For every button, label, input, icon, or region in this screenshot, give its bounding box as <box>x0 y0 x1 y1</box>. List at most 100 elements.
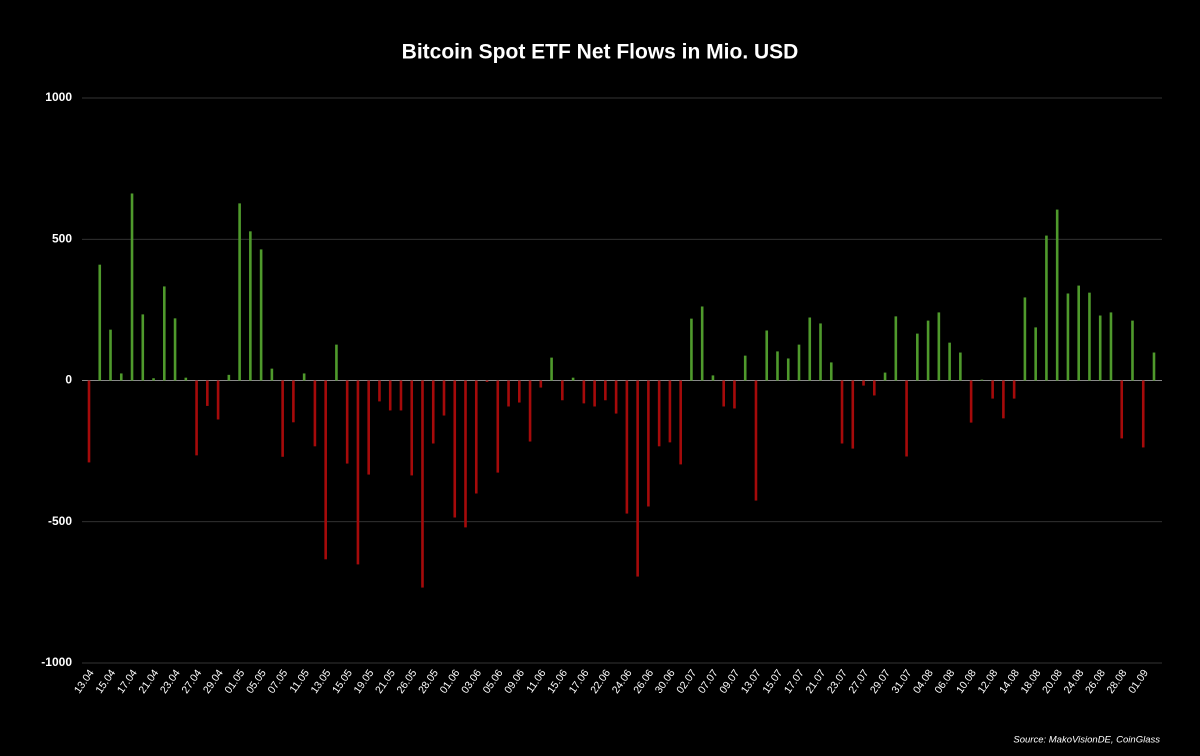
bar <box>1109 312 1113 381</box>
bar <box>313 380 317 447</box>
x-tick-label: 22.06 <box>588 667 613 696</box>
bar <box>270 368 274 381</box>
bar <box>1034 327 1037 381</box>
bar <box>1066 293 1070 381</box>
bar <box>421 380 424 588</box>
bar <box>464 380 467 528</box>
bar <box>819 323 822 381</box>
x-tick-label: 19.05 <box>352 667 377 696</box>
x-tick-label: 06.08 <box>932 667 957 696</box>
x-tick-label: 07.05 <box>265 667 290 696</box>
bar <box>431 380 435 444</box>
x-tick-label: 04.08 <box>911 667 936 696</box>
bar <box>388 380 392 411</box>
x-tick-label: 17.06 <box>567 667 592 696</box>
bar <box>442 380 446 416</box>
x-tick-label: 29.07 <box>868 667 893 696</box>
bar <box>668 380 672 443</box>
bar <box>1088 292 1091 381</box>
x-tick-label: 26.06 <box>631 667 656 696</box>
x-tick-label: 23.07 <box>825 667 850 696</box>
bar <box>1120 380 1124 439</box>
bar <box>1012 380 1016 399</box>
bar <box>410 380 414 476</box>
x-tick-label: 09.07 <box>717 667 742 696</box>
x-tick-label: 17.07 <box>782 667 807 696</box>
bar <box>356 380 360 565</box>
bar <box>453 380 457 518</box>
x-tick-label: 11.06 <box>524 667 549 695</box>
bar <box>1141 380 1145 448</box>
bar <box>195 380 198 456</box>
x-tick-label: 20.08 <box>1040 667 1065 696</box>
x-tick-label: 28.05 <box>416 667 441 696</box>
bar <box>840 380 844 444</box>
bar <box>969 380 973 423</box>
bar <box>152 378 155 381</box>
bar <box>829 362 833 381</box>
bar <box>367 380 370 475</box>
x-tick-label: 07.07 <box>696 667 721 696</box>
bar <box>206 380 209 406</box>
bar <box>528 380 532 442</box>
bar <box>926 320 930 381</box>
bar <box>905 380 908 457</box>
bar <box>1002 380 1005 419</box>
x-tick-label: 24.06 <box>610 667 635 696</box>
chart-title: Bitcoin Spot ETF Net Flows in Mio. USD <box>402 41 799 64</box>
bar <box>1045 235 1048 381</box>
x-tick-label: 24.08 <box>1062 667 1087 696</box>
x-tick-label: 13.07 <box>739 667 764 696</box>
bar <box>281 380 284 457</box>
bar <box>873 380 876 396</box>
x-tick-label: 13.04 <box>72 667 97 696</box>
x-tick-label: 15.07 <box>760 667 785 696</box>
bar <box>636 380 639 577</box>
x-tick-label: 15.04 <box>93 667 118 696</box>
x-tick-label: 21.04 <box>136 667 161 696</box>
bar <box>238 203 241 381</box>
source: Source: MakoVisionDE, CoinGlass <box>1013 735 1160 746</box>
bar <box>776 351 779 381</box>
bar <box>87 380 91 463</box>
bar <box>582 380 586 404</box>
x-tick-label: 14.08 <box>997 667 1022 696</box>
x-tick-label: 17.04 <box>115 667 140 696</box>
bar <box>345 380 349 464</box>
bar <box>808 317 812 381</box>
bar <box>797 344 801 381</box>
bar <box>1152 352 1156 381</box>
bar <box>550 357 553 381</box>
bar <box>733 380 736 409</box>
bar <box>98 264 102 381</box>
bar <box>518 380 521 403</box>
bar <box>173 318 177 381</box>
bar <box>862 380 865 386</box>
bar <box>700 306 704 381</box>
bar <box>625 380 629 514</box>
bar <box>292 380 295 423</box>
bar <box>249 231 252 381</box>
bar <box>474 380 478 494</box>
bar <box>324 380 327 560</box>
bar <box>227 374 231 381</box>
bar <box>894 316 898 381</box>
bar <box>561 380 564 401</box>
x-tick-label: 21.05 <box>373 667 398 696</box>
bar <box>259 249 263 381</box>
y-tick-label: 1000 <box>45 90 72 104</box>
bar <box>1055 209 1059 381</box>
bar <box>302 373 306 381</box>
bar <box>163 286 166 381</box>
bar <box>507 380 510 407</box>
bar <box>937 312 941 381</box>
bar <box>119 373 123 381</box>
x-tick-label: 30.06 <box>653 667 678 696</box>
y-tick-label: -500 <box>48 514 72 528</box>
bar <box>216 380 220 420</box>
bar <box>690 318 693 381</box>
x-tick-label: 05.05 <box>244 667 269 696</box>
x-tick-label: 26.05 <box>395 667 420 696</box>
bar <box>184 377 188 381</box>
